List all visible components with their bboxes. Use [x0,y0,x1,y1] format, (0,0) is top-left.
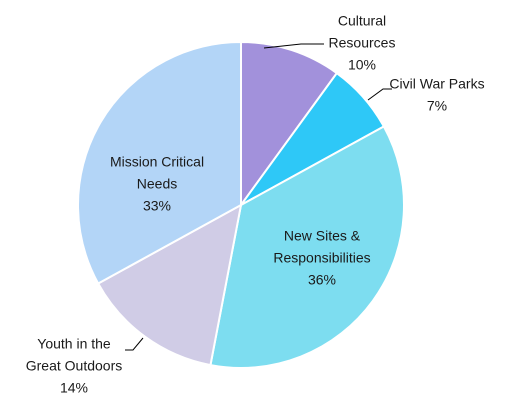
slice-percent-label: 10% [348,57,376,73]
leader-line-cultural-resources [263,43,324,49]
slice-name-label: Great Outdoors [26,358,123,374]
slice-percent-label: 36% [308,272,336,288]
data-label-new-sites-and-responsibilities: New Sites & Responsibilities 36% [273,228,370,288]
leader-line-youth-in-the-great-outdoors [125,337,144,351]
slice-name-label: Cultural [338,13,386,29]
slice-name-label: Mission Critical [110,154,204,170]
slice-percent-label: 7% [427,98,447,114]
leader-line-civil-war-parks [367,88,392,101]
pie-slice-youth-in-the-great-outdoors [96,203,243,367]
slice-percent-label: 14% [60,380,88,396]
slice-name-label: New Sites & [284,228,361,244]
slice-name-label: Resources [329,35,396,51]
pie-slice-cultural-resources [240,40,339,209]
pie-slice-new-sites-and-responsibilities [209,125,405,369]
slices-layer [77,40,405,369]
slice-name-label: Civil War Parks [389,76,484,92]
data-label-mission-critical-needs: Mission Critical Needs 33% [110,154,204,214]
data-label-cultural-resources: Cultural Resources 10% [329,13,396,73]
data-label-civil-war-parks: Civil War Parks 7% [389,76,484,114]
slice-name-label: Youth in the [37,336,111,352]
slice-name-label: Needs [137,176,177,192]
slice-name-label: Responsibilities [273,250,370,266]
pie-slice-mission-critical-needs [77,40,242,285]
data-label-youth-in-the-great-outdoors: Youth in the Great Outdoors 14% [26,336,123,396]
slice-percent-label: 33% [143,198,171,214]
data-labels: Cultural Resources 10% Civil War Parks 7% New… [26,13,485,396]
leader-lines [125,43,392,351]
